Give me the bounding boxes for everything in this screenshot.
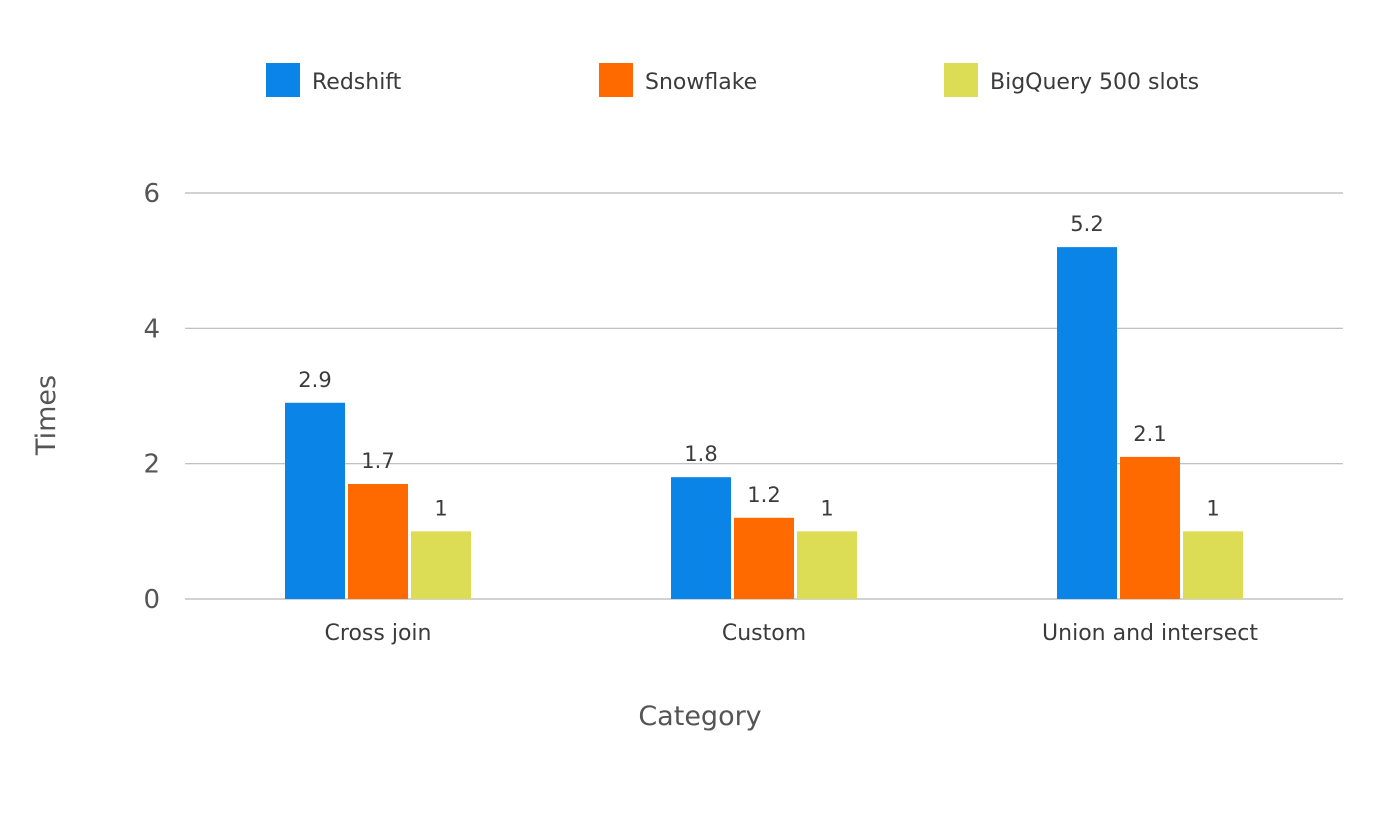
data-label: 1 bbox=[820, 496, 833, 520]
y-tick-label: 0 bbox=[143, 585, 160, 615]
bar-bigquery-500-slots bbox=[1183, 531, 1243, 599]
y-axis-title: Times bbox=[31, 375, 62, 456]
data-label: 5.2 bbox=[1070, 212, 1103, 236]
data-label: 2.1 bbox=[1133, 422, 1166, 446]
bars bbox=[285, 247, 1243, 599]
data-label: 2.9 bbox=[298, 368, 331, 392]
bar-snowflake bbox=[348, 483, 408, 599]
data-label: 1.2 bbox=[747, 483, 780, 507]
bar-redshift bbox=[671, 477, 731, 599]
data-label: 1.7 bbox=[361, 449, 394, 473]
data-label: 1.8 bbox=[684, 442, 717, 466]
bar-redshift bbox=[285, 402, 345, 599]
legend-label: Redshift bbox=[312, 70, 402, 95]
legend-label: Snowflake bbox=[645, 70, 757, 95]
bar-snowflake bbox=[1120, 456, 1180, 599]
legend: Redshift Snowflake BigQuery 500 slots bbox=[266, 63, 1199, 97]
y-tick-label: 2 bbox=[143, 450, 160, 480]
x-axis-title: Category bbox=[638, 701, 761, 732]
legend-swatch bbox=[944, 63, 978, 97]
bar-snowflake bbox=[734, 517, 794, 599]
x-axis-categories: Cross join Custom Union and intersect bbox=[325, 621, 1259, 646]
bar-bigquery-500-slots bbox=[411, 531, 471, 599]
y-tick-label: 6 bbox=[143, 179, 160, 209]
x-category-label: Cross join bbox=[325, 621, 432, 646]
data-label: 1 bbox=[1206, 496, 1219, 520]
bar-redshift bbox=[1057, 247, 1117, 599]
data-labels: 2.9 1.7 1 1.8 1.2 1 5.2 2.1 1 bbox=[298, 212, 1219, 520]
x-category-label: Union and intersect bbox=[1042, 621, 1258, 646]
legend-swatch bbox=[266, 63, 300, 97]
x-category-label: Custom bbox=[722, 621, 806, 646]
data-label: 1 bbox=[434, 496, 447, 520]
y-axis-ticks: 0 2 4 6 bbox=[143, 179, 160, 615]
legend-swatch bbox=[599, 63, 633, 97]
bar-bigquery-500-slots bbox=[797, 531, 857, 599]
legend-label: BigQuery 500 slots bbox=[990, 70, 1199, 95]
y-tick-label: 4 bbox=[143, 314, 160, 344]
